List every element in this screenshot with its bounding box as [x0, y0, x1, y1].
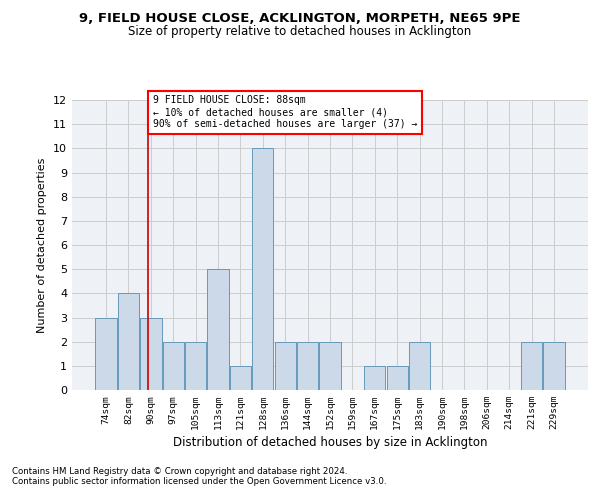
Bar: [543, 342, 565, 390]
Text: Distribution of detached houses by size in Acklington: Distribution of detached houses by size …: [173, 436, 487, 449]
Y-axis label: Number of detached properties: Number of detached properties: [37, 158, 47, 332]
Text: Contains HM Land Registry data © Crown copyright and database right 2024.: Contains HM Land Registry data © Crown c…: [12, 467, 347, 476]
Bar: [386, 366, 408, 390]
Bar: [252, 148, 274, 390]
Text: Contains public sector information licensed under the Open Government Licence v3: Contains public sector information licen…: [12, 477, 386, 486]
Bar: [95, 318, 117, 390]
Bar: [185, 342, 206, 390]
Bar: [163, 342, 184, 390]
Bar: [364, 366, 385, 390]
Bar: [319, 342, 341, 390]
Text: Size of property relative to detached houses in Acklington: Size of property relative to detached ho…: [128, 25, 472, 38]
Bar: [275, 342, 296, 390]
Bar: [230, 366, 251, 390]
Bar: [118, 294, 139, 390]
Bar: [521, 342, 542, 390]
Text: 9, FIELD HOUSE CLOSE, ACKLINGTON, MORPETH, NE65 9PE: 9, FIELD HOUSE CLOSE, ACKLINGTON, MORPET…: [79, 12, 521, 26]
Bar: [140, 318, 161, 390]
Text: 9 FIELD HOUSE CLOSE: 88sqm
← 10% of detached houses are smaller (4)
90% of semi-: 9 FIELD HOUSE CLOSE: 88sqm ← 10% of deta…: [153, 96, 418, 128]
Bar: [208, 269, 229, 390]
Bar: [409, 342, 430, 390]
Bar: [297, 342, 318, 390]
